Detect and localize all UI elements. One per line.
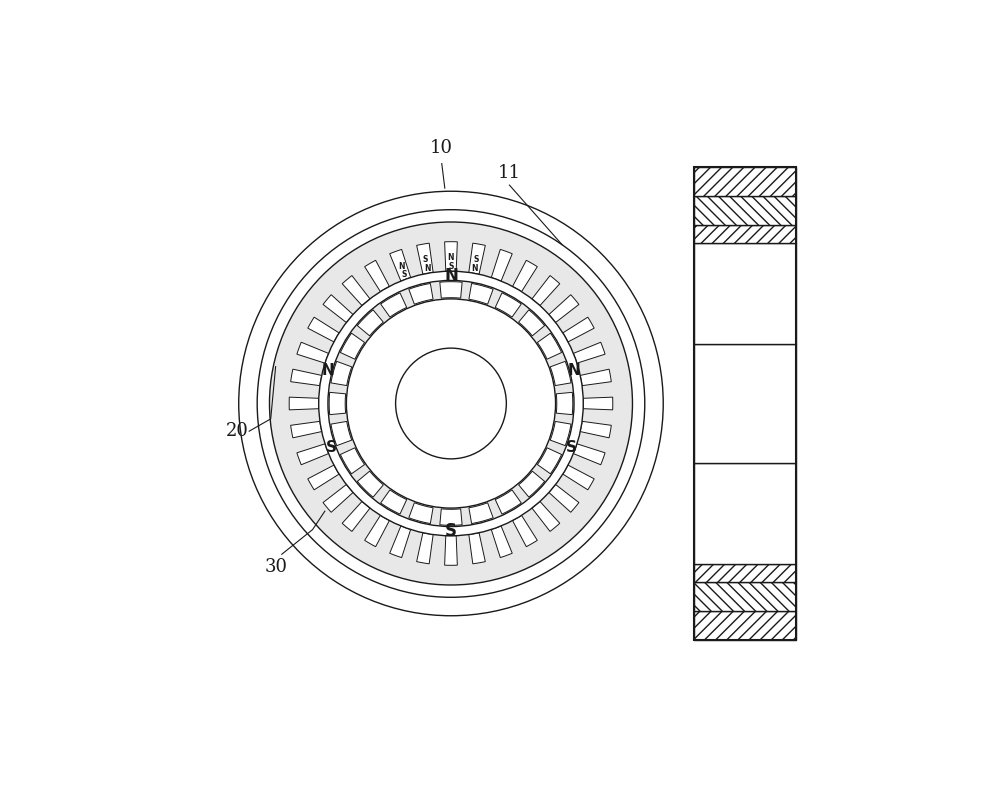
Polygon shape [491, 526, 512, 558]
Polygon shape [549, 295, 579, 323]
Polygon shape [342, 502, 370, 531]
Polygon shape [469, 533, 485, 564]
Polygon shape [297, 443, 329, 465]
Polygon shape [537, 333, 562, 360]
Bar [694, 243, 796, 344]
Text: S: S [448, 262, 454, 271]
Polygon shape [556, 392, 573, 415]
Polygon shape [323, 295, 353, 323]
Polygon shape [417, 533, 433, 564]
Polygon shape [580, 421, 611, 438]
Polygon shape [409, 503, 433, 523]
Text: N: N [321, 363, 334, 378]
Bar [694, 196, 796, 225]
Polygon shape [297, 342, 329, 364]
Polygon shape [550, 361, 571, 386]
Polygon shape [537, 447, 562, 474]
Text: N: N [568, 363, 581, 378]
Polygon shape [308, 465, 339, 490]
Text: S: S [423, 256, 428, 264]
Polygon shape [329, 392, 346, 415]
Polygon shape [563, 465, 594, 490]
Polygon shape [381, 293, 407, 317]
Polygon shape [390, 526, 411, 558]
Text: 10: 10 [430, 139, 453, 157]
Polygon shape [495, 293, 521, 317]
Polygon shape [469, 284, 493, 304]
Polygon shape [289, 397, 319, 410]
Polygon shape [513, 515, 537, 547]
Polygon shape [409, 284, 433, 304]
Polygon shape [331, 421, 352, 446]
Circle shape [328, 280, 574, 527]
Polygon shape [519, 471, 545, 497]
Polygon shape [549, 484, 579, 512]
Polygon shape [365, 515, 389, 547]
Polygon shape [342, 276, 370, 305]
Circle shape [269, 222, 632, 585]
Circle shape [346, 299, 556, 508]
Polygon shape [390, 249, 411, 281]
Bar [694, 611, 796, 640]
Polygon shape [519, 310, 545, 336]
Text: N: N [444, 267, 458, 284]
Polygon shape [445, 535, 457, 565]
Polygon shape [340, 447, 365, 474]
Bar [694, 582, 796, 611]
Polygon shape [417, 243, 433, 274]
Bar [694, 564, 796, 582]
Polygon shape [573, 342, 605, 364]
Bar [694, 167, 796, 640]
Text: 11: 11 [498, 164, 521, 182]
Bar [694, 225, 796, 243]
Polygon shape [357, 310, 383, 336]
Polygon shape [365, 260, 389, 292]
Text: N: N [472, 264, 478, 273]
Polygon shape [532, 276, 560, 305]
Text: S: S [445, 523, 457, 540]
Circle shape [257, 209, 645, 598]
Text: N: N [424, 264, 430, 273]
Polygon shape [491, 249, 512, 281]
Polygon shape [308, 317, 339, 342]
Polygon shape [445, 242, 457, 272]
Polygon shape [469, 503, 493, 523]
Circle shape [239, 191, 663, 616]
Polygon shape [573, 443, 605, 465]
Polygon shape [550, 421, 571, 446]
Text: S: S [401, 270, 407, 279]
Polygon shape [469, 243, 485, 274]
Polygon shape [291, 421, 322, 438]
Polygon shape [323, 484, 353, 512]
Text: S: S [326, 439, 337, 455]
Polygon shape [340, 333, 365, 360]
Polygon shape [513, 260, 537, 292]
Bar [694, 463, 796, 564]
Polygon shape [357, 471, 383, 497]
Bar [694, 344, 796, 463]
Text: S: S [565, 439, 576, 455]
Polygon shape [440, 282, 462, 298]
Text: 20: 20 [225, 422, 248, 440]
Polygon shape [532, 502, 560, 531]
Text: 30: 30 [264, 558, 287, 575]
Polygon shape [291, 369, 322, 386]
Polygon shape [440, 509, 462, 525]
Bar [694, 167, 796, 196]
Polygon shape [580, 369, 611, 386]
Text: S: S [474, 256, 479, 264]
Text: N: N [448, 253, 454, 262]
Text: N: N [398, 262, 404, 271]
Polygon shape [381, 490, 407, 514]
Polygon shape [563, 317, 594, 342]
Circle shape [319, 271, 583, 536]
Polygon shape [583, 397, 613, 410]
Polygon shape [495, 490, 521, 514]
Polygon shape [331, 361, 352, 386]
